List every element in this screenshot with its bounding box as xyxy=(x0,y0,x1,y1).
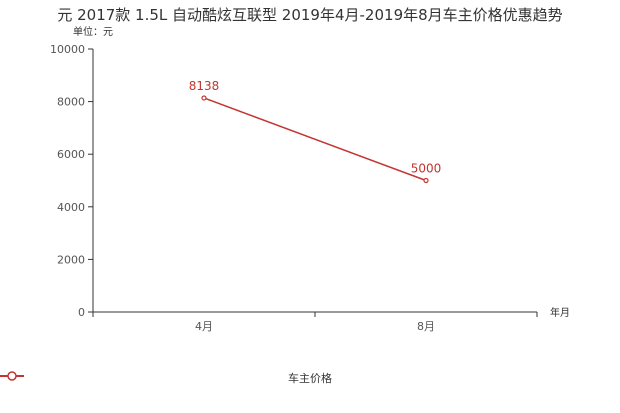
data-label: 8138 xyxy=(189,79,220,93)
legend[interactable]: 车主价格 xyxy=(0,370,620,386)
data-label: 5000 xyxy=(411,162,442,176)
x-tick-label: 8月 xyxy=(417,320,435,333)
legend-label: 车主价格 xyxy=(288,372,332,385)
legend-line-marker-icon xyxy=(0,371,24,381)
y-axis-name: 单位：元 xyxy=(73,25,113,38)
y-tick-label: 0 xyxy=(78,306,85,319)
y-tick-label: 4000 xyxy=(57,201,85,214)
y-tick-label: 8000 xyxy=(57,96,85,109)
y-tick-label: 2000 xyxy=(57,253,85,266)
data-point[interactable] xyxy=(423,177,429,184)
y-tick-label: 6000 xyxy=(57,148,85,161)
x-axis-name: 年月 xyxy=(550,306,570,319)
data-point[interactable] xyxy=(201,95,207,101)
x-tick-label: 4月 xyxy=(195,320,213,333)
series-line xyxy=(203,97,427,182)
y-tick-label: 10000 xyxy=(50,43,85,56)
chart-title: 元 2017款 1.5L 自动酷炫互联型 2019年4月-2019年8月车主价格… xyxy=(57,6,563,24)
